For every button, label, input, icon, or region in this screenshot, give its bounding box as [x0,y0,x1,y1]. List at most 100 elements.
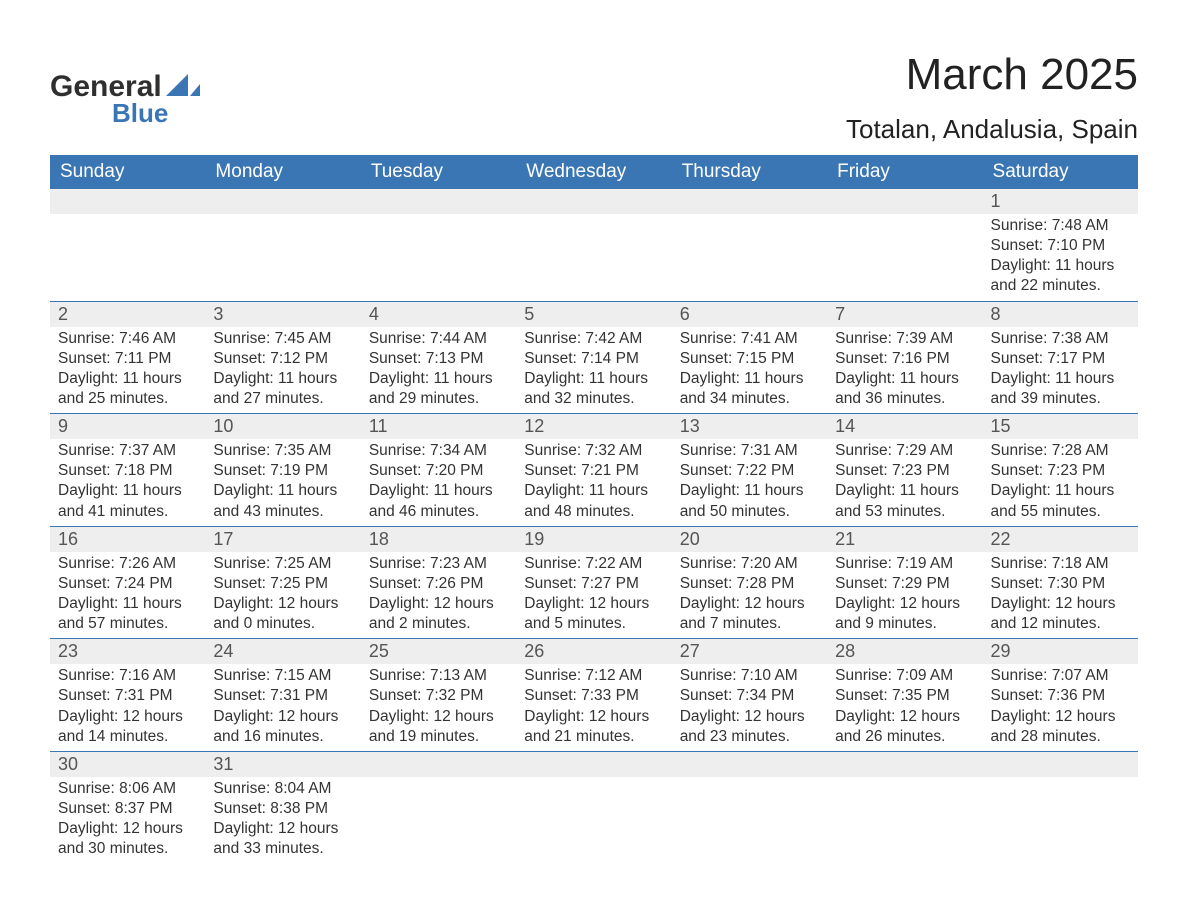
day-number-cell: 20 [672,526,827,552]
day-header: Monday [205,155,360,189]
day-detail-cell: Sunrise: 7:15 AMSunset: 7:31 PMDaylight:… [205,664,360,751]
day-number-cell: 25 [361,639,516,665]
day-number-cell: 1 [983,189,1138,214]
daynum-row: 2345678 [50,301,1138,327]
day-detail-cell: Sunrise: 7:42 AMSunset: 7:14 PMDaylight:… [516,327,671,414]
day-number-cell: 3 [205,301,360,327]
daynum-row: 16171819202122 [50,526,1138,552]
detail-row: Sunrise: 7:48 AMSunset: 7:10 PMDaylight:… [50,214,1138,301]
detail-row: Sunrise: 7:16 AMSunset: 7:31 PMDaylight:… [50,664,1138,751]
day-number-cell: 7 [827,301,982,327]
day-detail-cell: Sunrise: 7:46 AMSunset: 7:11 PMDaylight:… [50,327,205,414]
day-detail-cell [672,777,827,864]
calendar-table: Sunday Monday Tuesday Wednesday Thursday… [50,155,1138,863]
day-number-cell: 27 [672,639,827,665]
day-number-cell: 9 [50,414,205,440]
day-number-cell: 14 [827,414,982,440]
day-detail-cell: Sunrise: 7:38 AMSunset: 7:17 PMDaylight:… [983,327,1138,414]
location-subtitle: Totalan, Andalusia, Spain [846,114,1138,145]
day-number-cell: 19 [516,526,671,552]
day-number-cell: 18 [361,526,516,552]
day-number-cell: 5 [516,301,671,327]
day-number-cell: 11 [361,414,516,440]
day-detail-cell: Sunrise: 8:06 AMSunset: 8:37 PMDaylight:… [50,777,205,864]
day-header-row: Sunday Monday Tuesday Wednesday Thursday… [50,155,1138,189]
brand-name-blue: Blue [112,98,168,129]
brand-mark-icon [166,74,200,96]
day-detail-cell: Sunrise: 7:45 AMSunset: 7:12 PMDaylight:… [205,327,360,414]
day-detail-cell [827,214,982,301]
day-detail-cell: Sunrise: 7:32 AMSunset: 7:21 PMDaylight:… [516,439,671,526]
day-detail-cell [672,214,827,301]
day-number-cell: 22 [983,526,1138,552]
day-detail-cell [516,777,671,864]
day-detail-cell: Sunrise: 7:41 AMSunset: 7:15 PMDaylight:… [672,327,827,414]
day-number-cell: 12 [516,414,671,440]
daynum-row: 23242526272829 [50,639,1138,665]
daynum-row: 3031 [50,751,1138,777]
day-detail-cell [205,214,360,301]
day-number-cell: 31 [205,751,360,777]
day-detail-cell: Sunrise: 7:07 AMSunset: 7:36 PMDaylight:… [983,664,1138,751]
day-detail-cell: Sunrise: 8:04 AMSunset: 8:38 PMDaylight:… [205,777,360,864]
day-detail-cell: Sunrise: 7:44 AMSunset: 7:13 PMDaylight:… [361,327,516,414]
title-block: March 2025 Totalan, Andalusia, Spain [846,50,1138,145]
day-number-cell [50,189,205,214]
day-detail-cell [50,214,205,301]
day-number-cell: 16 [50,526,205,552]
day-detail-cell: Sunrise: 7:16 AMSunset: 7:31 PMDaylight:… [50,664,205,751]
day-detail-cell [827,777,982,864]
day-number-cell [827,751,982,777]
day-number-cell: 2 [50,301,205,327]
day-detail-cell: Sunrise: 7:34 AMSunset: 7:20 PMDaylight:… [361,439,516,526]
day-number-cell: 29 [983,639,1138,665]
day-detail-cell: Sunrise: 7:23 AMSunset: 7:26 PMDaylight:… [361,552,516,639]
day-number-cell: 30 [50,751,205,777]
day-number-cell [205,189,360,214]
day-detail-cell: Sunrise: 7:20 AMSunset: 7:28 PMDaylight:… [672,552,827,639]
day-detail-cell: Sunrise: 7:35 AMSunset: 7:19 PMDaylight:… [205,439,360,526]
detail-row: Sunrise: 7:26 AMSunset: 7:24 PMDaylight:… [50,552,1138,639]
day-header: Tuesday [361,155,516,189]
header: General Blue March 2025 Totalan, Andalus… [50,50,1138,145]
day-detail-cell [361,777,516,864]
day-number-cell: 23 [50,639,205,665]
brand-logo: General Blue [50,70,200,129]
day-detail-cell: Sunrise: 7:09 AMSunset: 7:35 PMDaylight:… [827,664,982,751]
detail-row: Sunrise: 7:37 AMSunset: 7:18 PMDaylight:… [50,439,1138,526]
day-detail-cell: Sunrise: 7:31 AMSunset: 7:22 PMDaylight:… [672,439,827,526]
day-number-cell [361,751,516,777]
day-number-cell [516,751,671,777]
day-header: Wednesday [516,155,671,189]
day-number-cell: 24 [205,639,360,665]
day-detail-cell: Sunrise: 7:22 AMSunset: 7:27 PMDaylight:… [516,552,671,639]
day-number-cell: 6 [672,301,827,327]
day-number-cell: 17 [205,526,360,552]
day-number-cell: 10 [205,414,360,440]
day-number-cell [361,189,516,214]
day-detail-cell: Sunrise: 7:10 AMSunset: 7:34 PMDaylight:… [672,664,827,751]
day-header: Sunday [50,155,205,189]
day-number-cell [672,751,827,777]
day-number-cell: 26 [516,639,671,665]
day-number-cell: 8 [983,301,1138,327]
day-header: Saturday [983,155,1138,189]
daynum-row: 1 [50,189,1138,214]
day-number-cell: 4 [361,301,516,327]
day-number-cell: 21 [827,526,982,552]
day-header: Thursday [672,155,827,189]
day-detail-cell: Sunrise: 7:39 AMSunset: 7:16 PMDaylight:… [827,327,982,414]
day-detail-cell [516,214,671,301]
detail-row: Sunrise: 7:46 AMSunset: 7:11 PMDaylight:… [50,327,1138,414]
day-detail-cell: Sunrise: 7:28 AMSunset: 7:23 PMDaylight:… [983,439,1138,526]
day-detail-cell [983,777,1138,864]
day-number-cell: 15 [983,414,1138,440]
day-number-cell [672,189,827,214]
day-detail-cell: Sunrise: 7:25 AMSunset: 7:25 PMDaylight:… [205,552,360,639]
day-detail-cell: Sunrise: 7:26 AMSunset: 7:24 PMDaylight:… [50,552,205,639]
day-number-cell: 28 [827,639,982,665]
day-number-cell [983,751,1138,777]
day-detail-cell [361,214,516,301]
day-number-cell [827,189,982,214]
daynum-row: 9101112131415 [50,414,1138,440]
